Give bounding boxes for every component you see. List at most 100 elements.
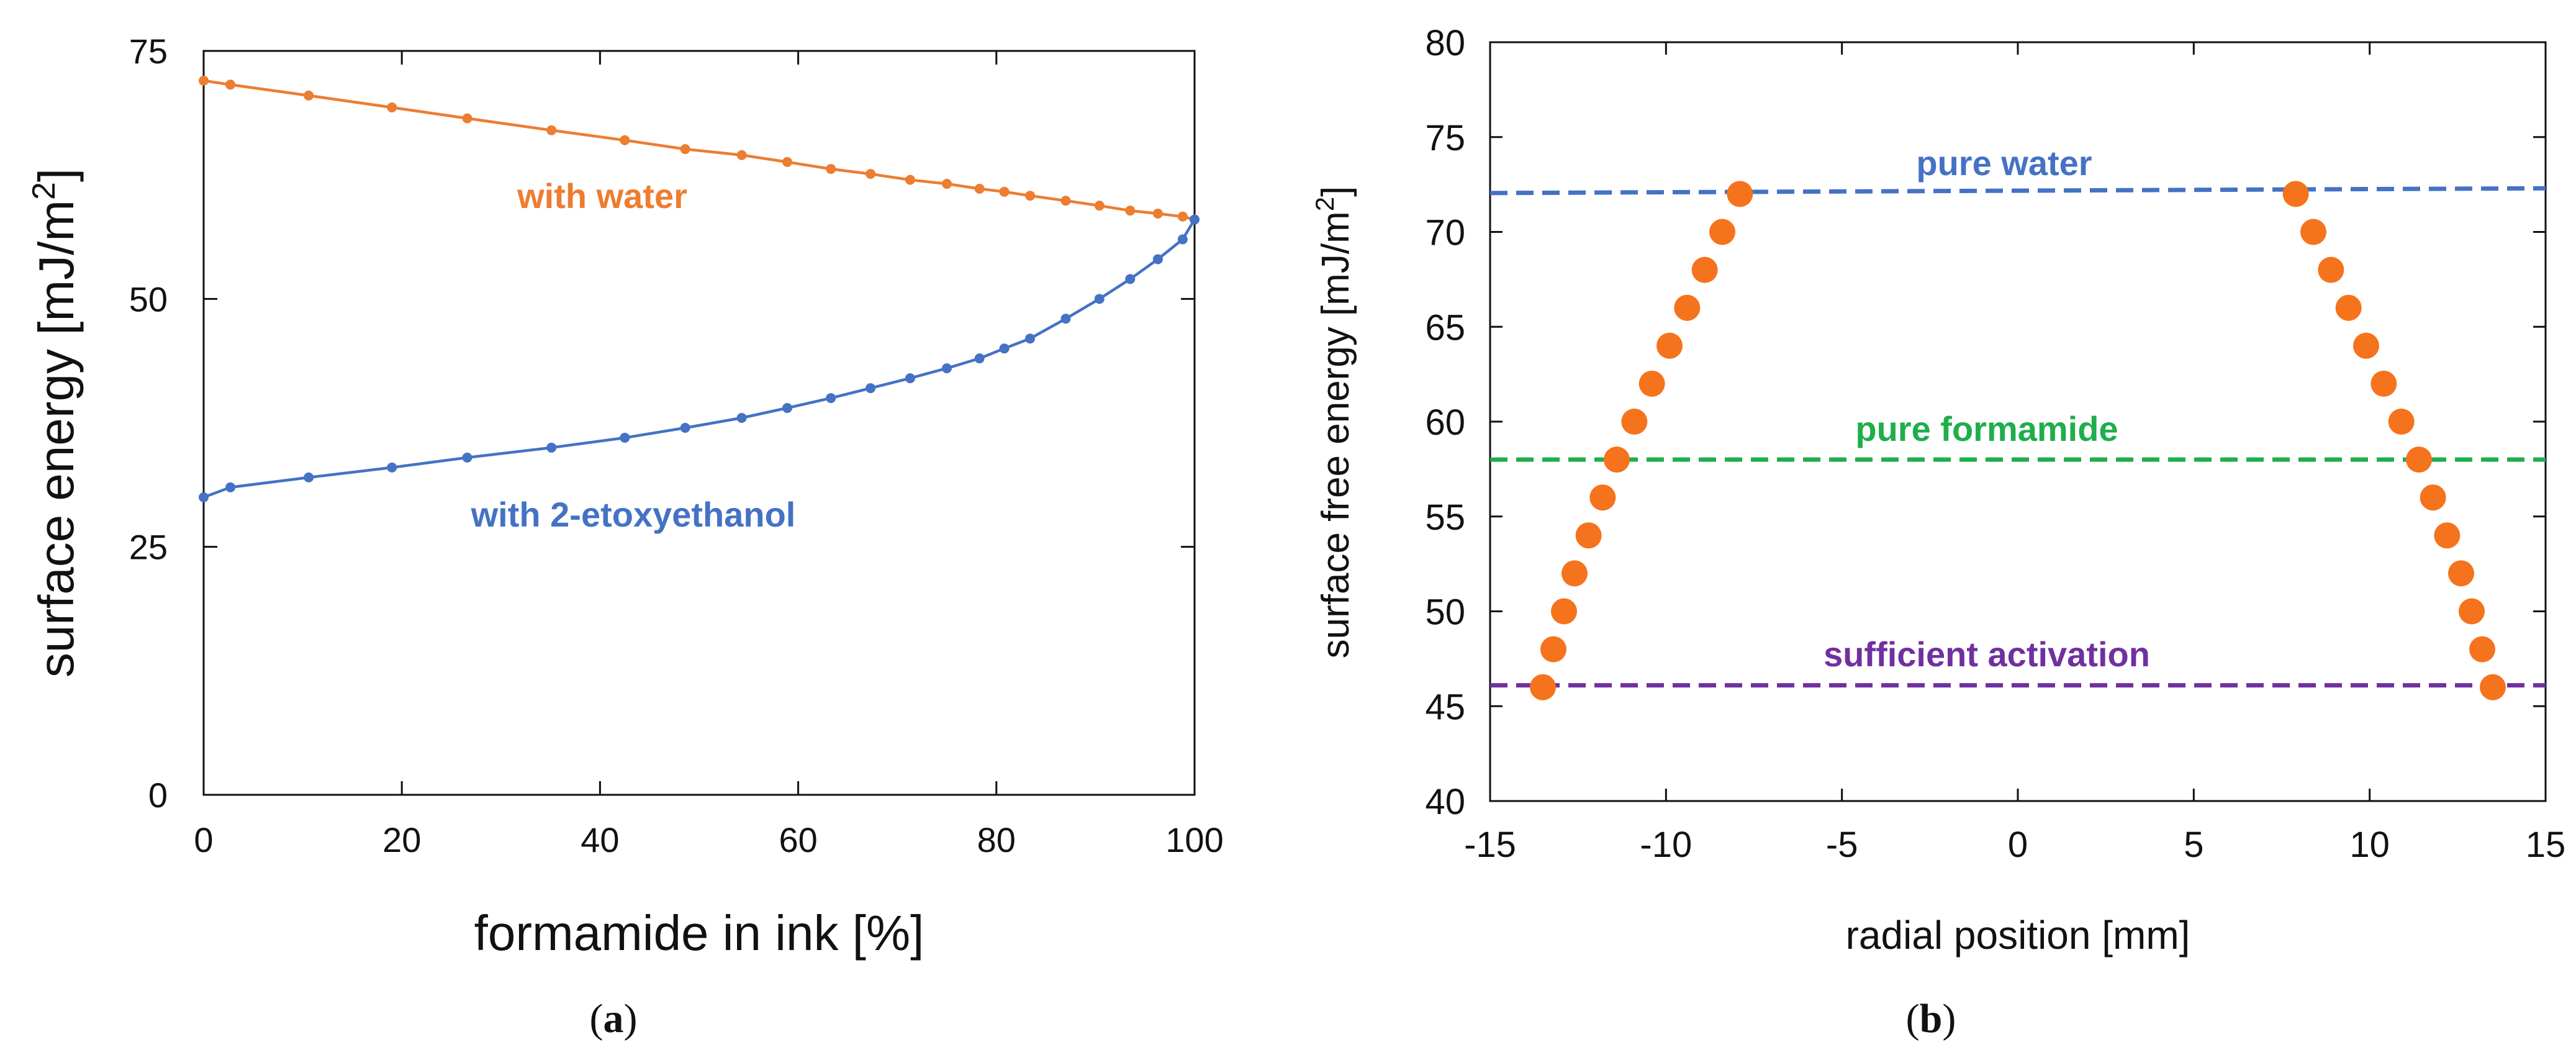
panel-a-x-tick-label: 60 xyxy=(779,820,817,859)
panel-b-y-tick-label: 55 xyxy=(1425,497,1465,538)
panel-b-reference-line xyxy=(1489,186,2546,196)
panel-a-data-point xyxy=(999,186,1010,197)
panel-b-y-tick-label: 75 xyxy=(1425,118,1465,158)
panel-a-etoxyethanol-label: with 2-etoxyethanol xyxy=(471,495,796,534)
panel-b-caption-close: ) xyxy=(1942,996,1956,1041)
panel-a-x-tick-label: 0 xyxy=(194,820,213,859)
panel-b-x-tick-label: 0 xyxy=(2008,825,2028,865)
panel-a-data-point xyxy=(1152,208,1163,219)
panel-b-points xyxy=(1530,181,2506,700)
panel-b-data-point xyxy=(1561,560,1588,587)
panel-a-data-point xyxy=(1190,214,1200,225)
panel-a-data-point xyxy=(462,113,472,124)
panel-b-x-tick-label: 5 xyxy=(2184,825,2203,865)
panel-a-data-point xyxy=(304,90,314,101)
panel-a-data-point xyxy=(974,184,985,194)
panel-a-x-tick-labels: 0 20 40 60 80 100 xyxy=(194,820,1223,859)
panel-a-data-point xyxy=(736,413,747,423)
panel-a-caption: (a) xyxy=(590,996,638,1041)
panel-a-data-point xyxy=(1177,234,1188,245)
panel-b-data-point xyxy=(1551,598,1577,625)
panel-a-data-point xyxy=(826,164,836,174)
panel-b-data-point xyxy=(1691,256,1718,283)
panel-b-data-point xyxy=(2318,256,2344,283)
panel-a-y-axis-title-main: surface energy [mJ/m xyxy=(29,200,84,677)
panel-b-x-tick-label: 10 xyxy=(2349,825,2390,865)
panel-b-pure-formamide-label: pure formamide xyxy=(1855,409,2118,448)
panel-a-data-point xyxy=(905,174,915,185)
panel-a-plot-frame xyxy=(202,50,1196,796)
panel-a-data-point xyxy=(1125,274,1136,284)
panel-b-chart: -15 -10 -5 0 5 10 15 40 45 50 55 60 65 70 75 80 pure w… xyxy=(1310,23,2565,1041)
panel-a-data-point xyxy=(1060,314,1071,324)
panel-b-y-tick-label: 65 xyxy=(1425,307,1465,348)
panel-a-data-point xyxy=(620,135,630,145)
panel-a-data-point xyxy=(736,150,747,160)
panel-b-reference-lines xyxy=(1489,186,2546,688)
panel-b-data-point xyxy=(1709,219,1735,245)
panel-b-y-tick-label: 40 xyxy=(1425,782,1465,822)
panel-b-data-point xyxy=(2480,674,2506,700)
panel-b-data-point xyxy=(2388,409,2415,435)
panel-a-data-point xyxy=(546,442,557,453)
panel-a-data-point xyxy=(782,156,793,167)
panel-a-data-point xyxy=(1094,294,1105,304)
panel-a-data-point xyxy=(199,75,209,86)
panel-a-data-point xyxy=(387,102,397,113)
panel-b-data-point xyxy=(2353,332,2379,359)
panel-b-sufficient-activation-label: sufficient activation xyxy=(1824,635,2150,674)
panel-a-caption-open: ( xyxy=(590,996,603,1041)
panel-b-y-tick-label: 70 xyxy=(1425,213,1465,253)
panel-a-data-point xyxy=(1025,333,1036,344)
panel-a-y-tick-label: 25 xyxy=(129,528,168,567)
panel-a-y-tick-label: 0 xyxy=(148,776,168,815)
panel-b-tick-marks xyxy=(1489,41,2547,802)
panel-a-data-point xyxy=(462,452,472,463)
panel-a-series-water xyxy=(199,75,1200,225)
panel-a-data-point xyxy=(865,169,876,179)
panel-a-data-point xyxy=(1025,191,1036,201)
panel-a-caption-close: ) xyxy=(624,996,638,1041)
panel-b-data-point xyxy=(1674,294,1701,321)
panel-b-y-axis-title-main: surface free energy [mJ/m xyxy=(1314,211,1357,658)
panel-a-data-point xyxy=(199,492,209,502)
panel-b-data-point xyxy=(2469,636,2495,663)
panel-a-data-point xyxy=(387,462,397,473)
panel-a-y-tick-labels: 0 25 50 75 xyxy=(129,32,168,815)
panel-a-data-point xyxy=(942,179,952,189)
panel-b-y-tick-label: 80 xyxy=(1425,23,1465,63)
panel-a-data-point xyxy=(1152,254,1163,265)
panel-a-data-point xyxy=(999,343,1010,354)
panel-a-data-point xyxy=(680,422,690,433)
panel-a-data-point xyxy=(225,482,236,492)
panel-a-data-point xyxy=(942,363,952,374)
panel-b-x-tick-label: -5 xyxy=(1826,825,1858,865)
panel-a-data-point xyxy=(826,393,836,404)
panel-b-x-tick-label: -15 xyxy=(1464,825,1516,865)
panel-b-x-tick-label: 15 xyxy=(2526,825,2566,865)
panel-a-water-label: with water xyxy=(517,176,687,215)
panel-a-data-point xyxy=(1094,201,1105,211)
panel-b-data-point xyxy=(2406,446,2432,473)
panel-a-x-tick-label: 80 xyxy=(977,820,1016,859)
panel-a-data-point xyxy=(782,403,793,414)
panel-a-y-tick-label: 50 xyxy=(129,279,168,319)
panel-b-data-point xyxy=(1540,636,1566,663)
panel-a-chart: 0 20 40 60 80 100 0 25 50 75 with water with 2-e… xyxy=(26,32,1224,1041)
panel-a-x-tick-label: 100 xyxy=(1165,820,1223,859)
panel-b-x-tick-label: -10 xyxy=(1640,825,1692,865)
panel-b-y-tick-label: 45 xyxy=(1425,687,1465,727)
panel-a-caption-letter: a xyxy=(603,996,624,1041)
panel-a-x-tick-label: 20 xyxy=(382,820,421,859)
panel-b-data-point xyxy=(1656,332,1683,359)
panel-a-data-point xyxy=(225,79,236,90)
panel-b-data-point xyxy=(1621,409,1648,435)
panel-b-data-point xyxy=(2282,181,2309,207)
panel-b-data-point xyxy=(1638,370,1665,397)
panel-b-caption: (b) xyxy=(1906,996,1956,1041)
panel-b-x-axis-title: radial position [mm] xyxy=(1846,913,2190,958)
panel-b-data-point xyxy=(2459,598,2485,625)
panel-b-data-point xyxy=(2335,294,2362,321)
panel-b-data-point xyxy=(1575,522,1602,549)
